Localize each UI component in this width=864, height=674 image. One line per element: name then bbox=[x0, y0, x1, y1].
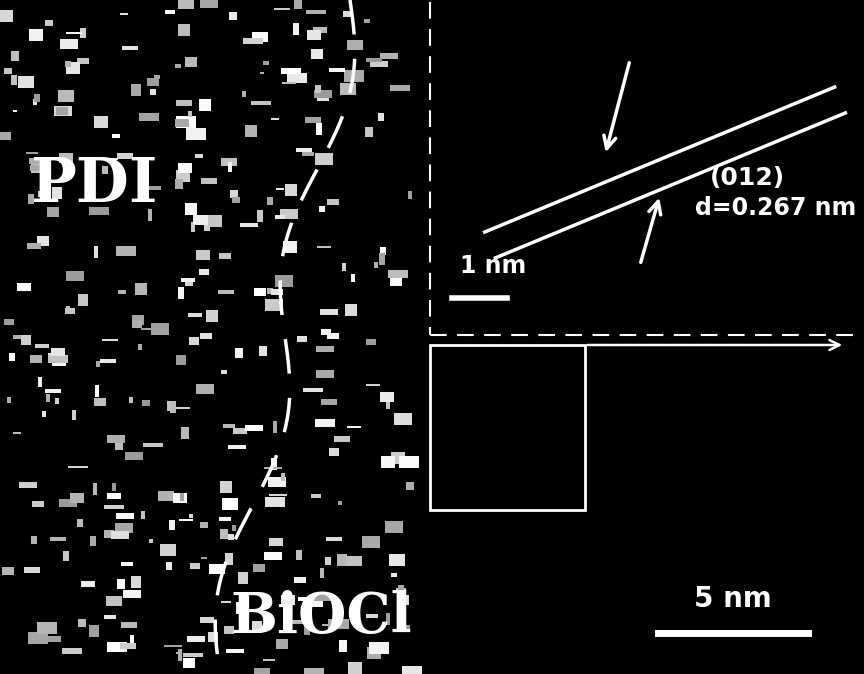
Text: (012): (012) bbox=[710, 166, 785, 190]
Text: BiOCl: BiOCl bbox=[230, 590, 411, 645]
Text: PDI: PDI bbox=[30, 155, 157, 215]
Text: 1 nm: 1 nm bbox=[460, 254, 526, 278]
Text: d=0.267 nm: d=0.267 nm bbox=[695, 196, 856, 220]
Bar bbox=[430, 345, 585, 510]
Text: 5 nm: 5 nm bbox=[694, 585, 772, 613]
